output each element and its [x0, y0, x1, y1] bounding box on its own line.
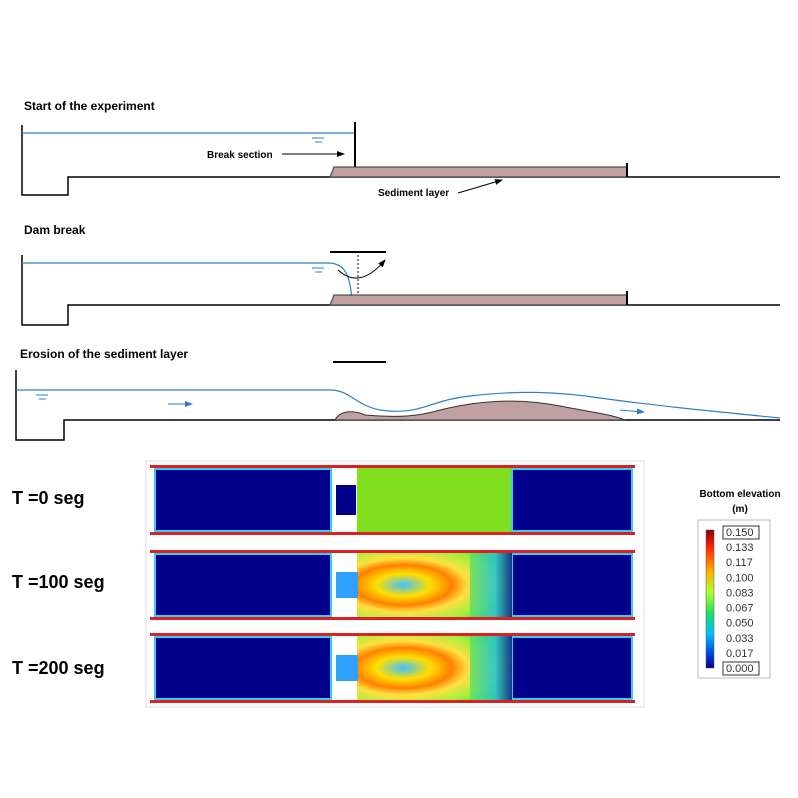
- colorbar-label: 0.133: [726, 542, 754, 554]
- label: Sediment layer: [378, 188, 449, 199]
- label-box: [722, 525, 760, 540]
- snapshot-0: [149, 464, 641, 536]
- colorbar-label: 0.067: [726, 603, 754, 615]
- panel-title: Start of the experiment: [24, 99, 155, 113]
- schematic-erosion: Erosion of the sediment layer: [15, 347, 781, 441]
- colorbar-label: 0.083: [726, 587, 754, 599]
- colorbar-label: 0.033: [726, 633, 754, 645]
- snapshot-2: [149, 632, 641, 704]
- schematic-break: Dam break: [21, 223, 780, 326]
- time-label: T =200 seg: [12, 658, 105, 678]
- colorbar: Bottom elevation (m) 0.150 0.133 0.117 0.10…: [697, 489, 781, 679]
- colorbar-label: 0.100: [726, 572, 754, 584]
- colorbar-title: Bottom elevation: [699, 489, 780, 500]
- label-box: [722, 661, 760, 676]
- label: Break section: [207, 150, 273, 161]
- colorbar-label: 0.150: [726, 527, 754, 539]
- time-label: T =0 seg: [12, 488, 85, 508]
- time-label: T =100 seg: [12, 572, 105, 592]
- schematic-start: Start of the experiment Break section Se…: [21, 99, 780, 199]
- colorbar-label: 0.050: [726, 618, 754, 630]
- colorbar-label: 0.117: [726, 557, 753, 569]
- colorbar-label: 0.000: [726, 663, 754, 675]
- panel-title: Erosion of the sediment layer: [20, 347, 188, 361]
- colorbar-label: 0.017: [726, 648, 754, 660]
- colorbar-title: (m): [732, 504, 748, 515]
- map-frame: [145, 460, 645, 708]
- panel-title: Dam break: [24, 223, 86, 237]
- snapshot-1: [149, 549, 641, 621]
